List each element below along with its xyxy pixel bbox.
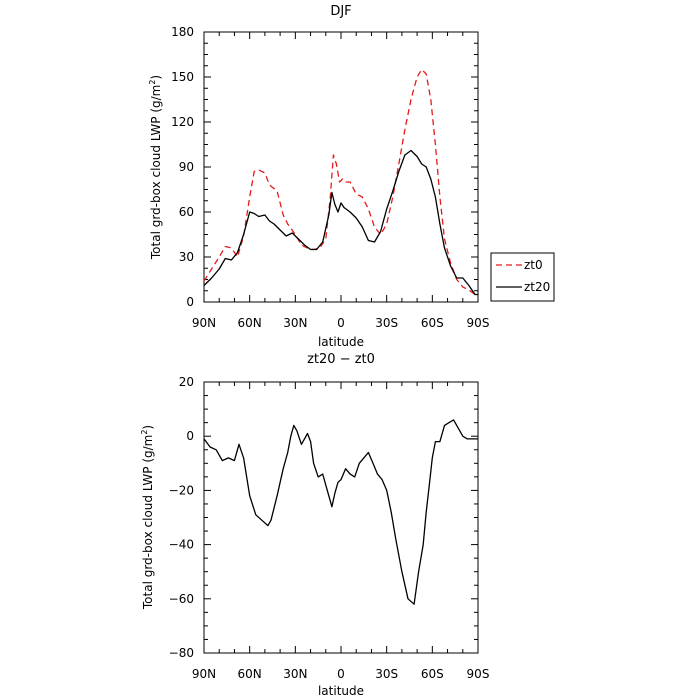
bottom-plot-frame: [203, 381, 479, 654]
top-x-tick-label: 60S: [421, 316, 444, 330]
bottom-series-group: [203, 419, 478, 605]
legend: zt0 zt20: [490, 252, 555, 302]
top-plot-frame: [203, 31, 479, 303]
top-chart-title: DJF: [330, 4, 351, 19]
top-x-tick-label: 30S: [375, 316, 398, 330]
top-y-tick-label: 120: [171, 115, 194, 129]
top-x-axis: 90N 60N 30N 0 30S 60S 90S: [192, 32, 490, 330]
top-x-tick-label: 90N: [192, 316, 216, 330]
bottom-y-tick-label: 0: [186, 429, 194, 443]
top-x-tick-label: 30N: [283, 316, 307, 330]
legend-box: [490, 252, 555, 302]
top-x-tick-label: 0: [337, 316, 345, 330]
bottom-chart-title: zt20 − zt0: [307, 352, 375, 367]
top-y-tick-label: 0: [186, 295, 194, 309]
top-series-line-zt20: [203, 149, 478, 296]
top-series-group: [203, 68, 478, 296]
legend-label-zt0: zt0: [524, 258, 543, 272]
bottom-x-axis: 90N 60N 30N 0 30S 60S 90S: [192, 382, 490, 681]
bottom-x-tick-label: 30S: [375, 667, 398, 681]
top-x-axis-label: latitude: [318, 335, 364, 349]
legend-label-zt20: zt20: [524, 280, 550, 294]
bottom-x-tick-label: 30N: [283, 667, 307, 681]
bottom-y-tick-label: 20: [179, 375, 194, 389]
top-x-tick-label: 90S: [467, 316, 490, 330]
top-y-tick-label: 150: [171, 70, 194, 84]
bottom-y-tick-label: −40: [169, 538, 194, 552]
bottom-x-tick-label: 60S: [421, 667, 444, 681]
top-panel: DJF 0 30 60 90 120 150 180 90N 60N 30N 0 30S 60S 90S…: [148, 4, 555, 349]
bottom-panel: zt20 − zt0 −80 −60 −40 −20 0 20 90N 60N 30N 0 30S…: [140, 352, 489, 698]
bottom-x-tick-label: 60N: [238, 667, 262, 681]
bottom-series-line-difference: [203, 419, 478, 605]
top-y-axis: 0 30 60 90 120 150 180: [171, 25, 478, 309]
bottom-y-tick-label: −20: [169, 483, 194, 497]
bottom-x-tick-label: 90S: [467, 667, 490, 681]
bottom-x-tick-label: 90N: [192, 667, 216, 681]
bottom-y-axis-label: Total grd-box cloud LWP (g/m2): [140, 425, 155, 610]
top-series-line-zt0: [203, 68, 478, 296]
bottom-x-tick-label: 0: [337, 667, 345, 681]
top-y-axis-label: Total grd-box cloud LWP (g/m2): [148, 75, 163, 260]
top-y-tick-label: 60: [179, 205, 194, 219]
bottom-y-tick-label: −80: [169, 646, 194, 660]
top-y-tick-label: 90: [179, 160, 194, 174]
bottom-y-tick-label: −60: [169, 592, 194, 606]
bottom-x-axis-label: latitude: [318, 684, 364, 698]
bottom-y-axis: −80 −60 −40 −20 0 20: [169, 375, 478, 660]
top-x-tick-label: 60N: [238, 316, 262, 330]
top-y-tick-label: 30: [179, 250, 194, 264]
top-y-tick-label: 180: [171, 25, 194, 39]
